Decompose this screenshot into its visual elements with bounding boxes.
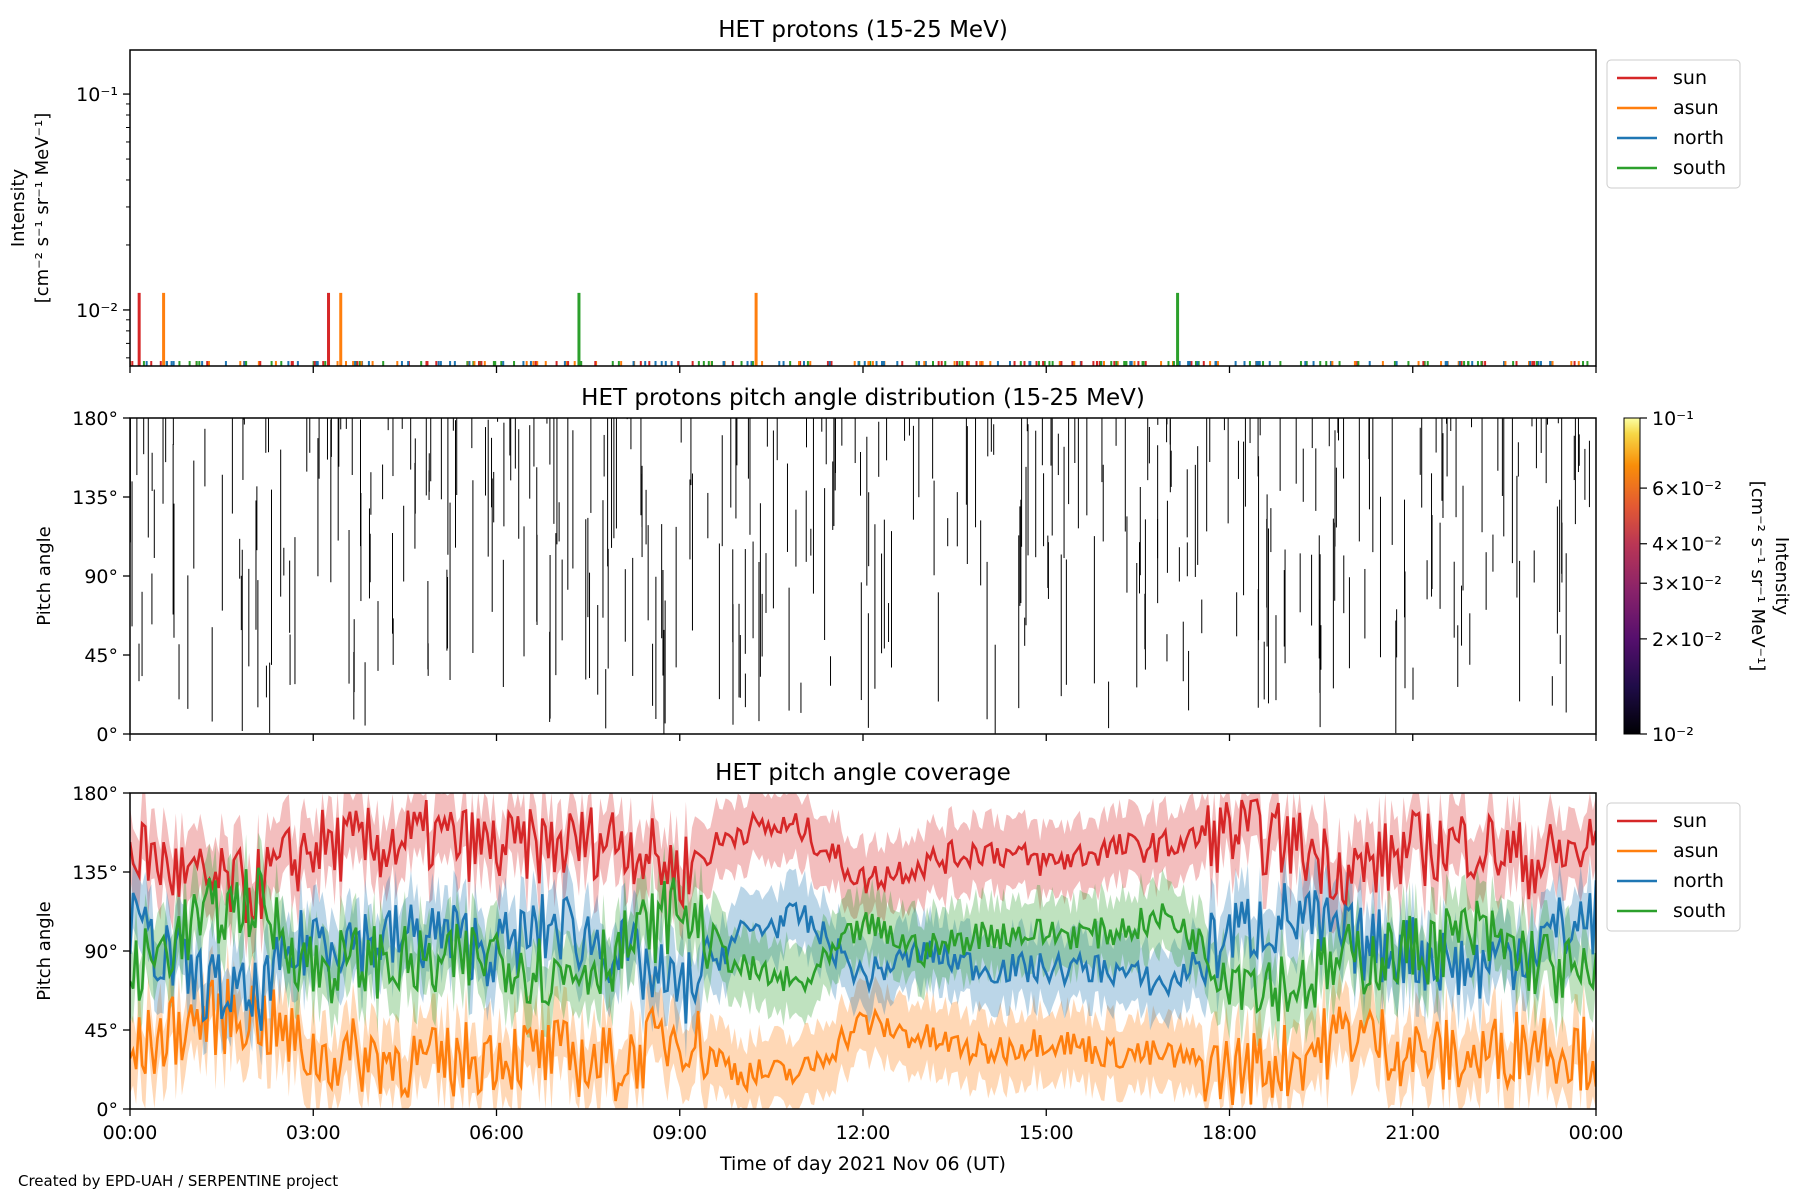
legend-label-north: north [1673,870,1724,892]
colorbar-label: Intensity [1771,537,1792,616]
panel1-legend: sun asun north south [1606,59,1741,189]
panel3-xtick-label: 03:00 [286,1122,341,1144]
panel3-ytick-label: 90° [84,941,118,963]
panel3-title: HET pitch angle coverage [715,760,1011,786]
panel-pitch-distribution: HET protons pitch angle distribution (15… [34,385,1792,746]
legend-label-south: south [1673,157,1726,179]
coverage-line-asun [130,978,1596,1106]
panel1-ylabel-units: [cm⁻² s⁻¹ sr⁻¹ MeV⁻¹] [32,113,53,304]
panel2-frame [129,417,1597,735]
legend-label-sun: sun [1673,810,1707,832]
panel3-legend: sun asun north south [1606,802,1741,932]
colorbar-label-units: [cm⁻² s⁻¹ sr⁻¹ MeV⁻¹] [1747,481,1768,672]
colorbar-tick-label: 10⁻¹ [1652,408,1694,430]
legend-label-asun: asun [1673,97,1719,119]
panel3-xtick-label: 00:00 [103,1122,158,1144]
panel2-title: HET protons pitch angle distribution (15… [581,385,1145,411]
legend-label-north: north [1673,127,1724,149]
panel3-xtick-label: 15:00 [1019,1122,1074,1144]
panel2-ytick-label: 90° [84,566,118,588]
coverage-band-north [130,845,1596,1066]
panel3-xtick-label: 09:00 [652,1122,707,1144]
panel3-xtick-label: 06:00 [469,1122,524,1144]
colorbar-tick-label: 3×10⁻² [1652,573,1722,595]
panel2-ytick-label: 180° [72,408,118,430]
panel-intensity: HET protons (15-25 MeV) 10⁻¹ 10⁻² Intensi… [8,17,1741,373]
panel1-frame [129,49,1597,367]
panel3-ytick-label: 180° [72,783,118,805]
legend-label-south: south [1673,900,1726,922]
panel2-ytick-label: 135° [72,487,118,509]
panel3-xtick-label: 18:00 [1202,1122,1257,1144]
coverage-line-south [130,867,1596,1022]
panel2-ytick-label: 45° [84,645,118,667]
coverage-line-sun [130,798,1596,924]
colorbar-tick-label: 10⁻² [1652,724,1694,746]
panel3-ytick-label: 45° [84,1020,118,1042]
panel1-ylabel: Intensity [8,168,29,247]
panel3-ytick-label: 0° [96,1099,118,1121]
panel2-ytick-label: 0° [96,724,118,746]
colorbar-gradient [1623,417,1641,735]
panel1-ytick-label: 10⁻² [76,300,118,322]
legend-label-sun: sun [1673,67,1707,89]
panel3-xtick-label: 00:00 [1569,1122,1624,1144]
colorbar: 10⁻¹ 6×10⁻² 4×10⁻² 3×10⁻² 2×10⁻² 10⁻² Intensi… [1623,408,1792,746]
panel3-xlabel: Time of day 2021 Nov 06 (UT) [719,1153,1006,1175]
panel-pitch-coverage: HET pitch angle coverage 0° 45° 90° 135° 180… [34,760,1741,1175]
legend-label-asun: asun [1673,840,1719,862]
panel1-title: HET protons (15-25 MeV) [718,17,1008,43]
colorbar-tick-label: 2×10⁻² [1652,629,1722,651]
colorbar-tick-label: 4×10⁻² [1652,534,1722,556]
panel3-xtick-label: 12:00 [836,1122,891,1144]
panel1-ytick-label: 10⁻¹ [76,84,118,106]
colorbar-tick-label: 6×10⁻² [1652,478,1722,500]
credit-text: Created by EPD-UAH / SERPENTINE project [18,1172,339,1190]
panel3-ylabel: Pitch angle [34,901,55,1000]
coverage-line-north [130,880,1596,1031]
panel3-ytick-label: 135° [72,862,118,884]
panel3-xtick-label: 21:00 [1385,1122,1440,1144]
panel2-ylabel: Pitch angle [34,526,55,625]
